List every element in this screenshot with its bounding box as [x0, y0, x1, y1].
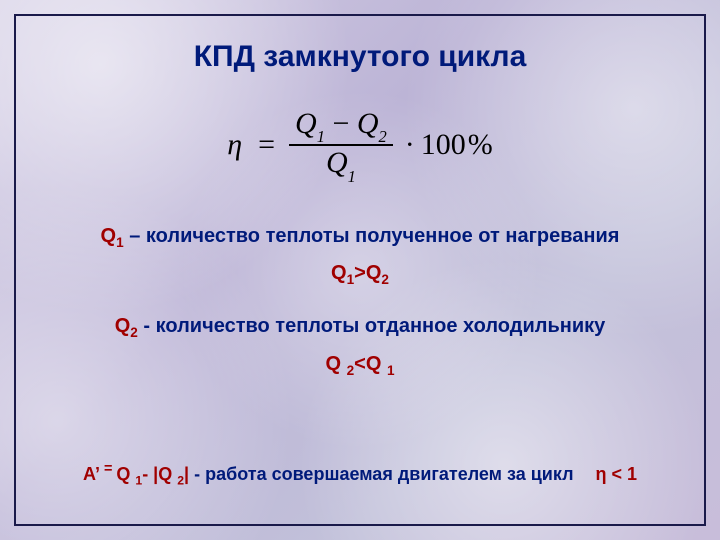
- efficiency-formula: η = Q1 − Q2 Q1 · 100%: [227, 108, 493, 183]
- work-text: - работа совершаемая двигателем за цикл: [194, 464, 573, 484]
- slide: КПД замкнутого цикла η = Q1 − Q2 Q1 · 10…: [0, 0, 720, 540]
- equals-sign: =: [258, 128, 275, 162]
- hundred: 100: [421, 128, 466, 162]
- definition-q1: Q1 – количество теплоты полученное от на…: [40, 223, 680, 252]
- q1-symbol: Q1: [101, 225, 124, 247]
- work-expression: A’ = Q 1- |Q 2|: [83, 464, 194, 484]
- q2-symbol: Q2: [115, 315, 138, 337]
- fraction: Q1 − Q2 Q1: [289, 108, 393, 183]
- definition-q2: Q2 - количество теплоты отданное холодил…: [40, 313, 680, 342]
- content-frame: КПД замкнутого цикла η = Q1 − Q2 Q1 · 10…: [14, 14, 706, 526]
- multiply-dot: ·: [405, 128, 415, 162]
- denominator: Q1: [320, 147, 362, 182]
- work-definition: A’ = Q 1- |Q 2| - работа совершаемая дви…: [16, 461, 704, 488]
- formula-block: η = Q1 − Q2 Q1 · 100%: [40, 108, 680, 183]
- q1-text: количество теплоты полученное от нагрева…: [146, 225, 620, 247]
- relation-q1-gt-q2: Q1>Q2: [40, 260, 680, 289]
- percent-sign: %: [468, 128, 493, 162]
- relation-q2-lt-q1: Q 2<Q 1: [40, 351, 680, 380]
- eta-constraint: η < 1: [596, 464, 638, 484]
- slide-title: КПД замкнутого цикла: [40, 40, 680, 74]
- numerator: Q1 − Q2: [289, 108, 393, 143]
- q2-text: количество теплоты отданное холодильнику: [156, 315, 606, 337]
- symbol-eta: η: [227, 128, 242, 162]
